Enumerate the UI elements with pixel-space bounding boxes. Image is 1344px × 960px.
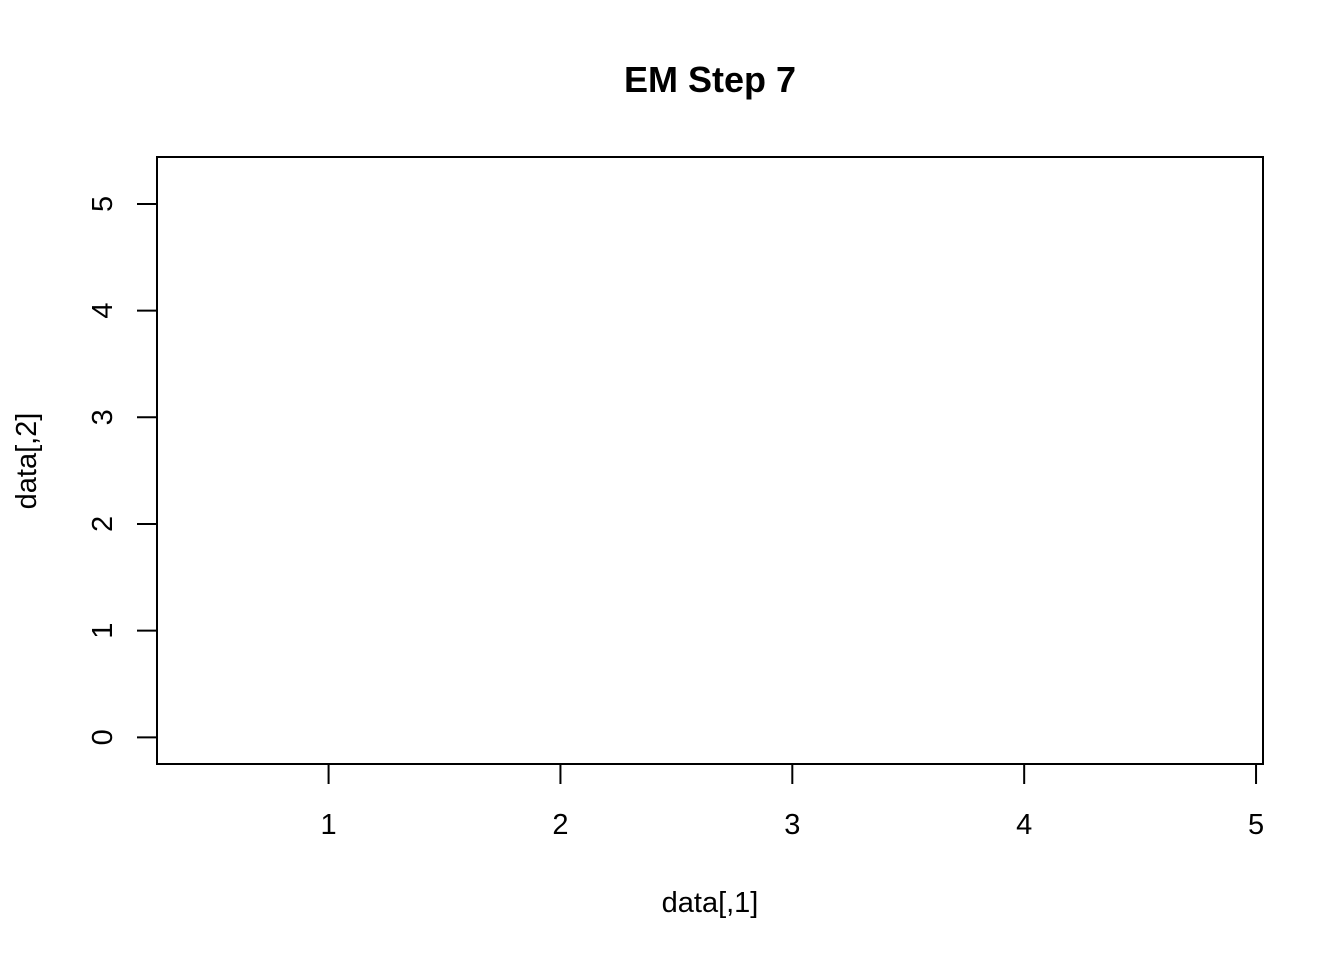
y-tick-label: 2 [87, 516, 119, 532]
y-tick-label: 0 [87, 729, 119, 745]
x-axis: 1 2 3 4 5 [321, 763, 1264, 841]
x-tick-label: 5 [1248, 809, 1264, 841]
y-axis-label: data[,2] [11, 413, 43, 510]
x-tick-label: 1 [321, 809, 337, 841]
y-tick-label: 3 [87, 409, 119, 425]
y-axis: 0 1 2 3 4 5 [87, 196, 158, 745]
x-tick-label: 4 [1016, 809, 1032, 841]
y-tick-label: 4 [87, 303, 119, 319]
x-axis-label: data[,1] [662, 887, 759, 919]
x-tick-label: 3 [784, 809, 800, 841]
plot-frame [156, 156, 1264, 765]
x-tick-label: 2 [552, 809, 568, 841]
chart-title: EM Step 7 [624, 59, 796, 100]
y-tick-label: 5 [87, 196, 119, 212]
y-tick-label: 1 [87, 623, 119, 639]
